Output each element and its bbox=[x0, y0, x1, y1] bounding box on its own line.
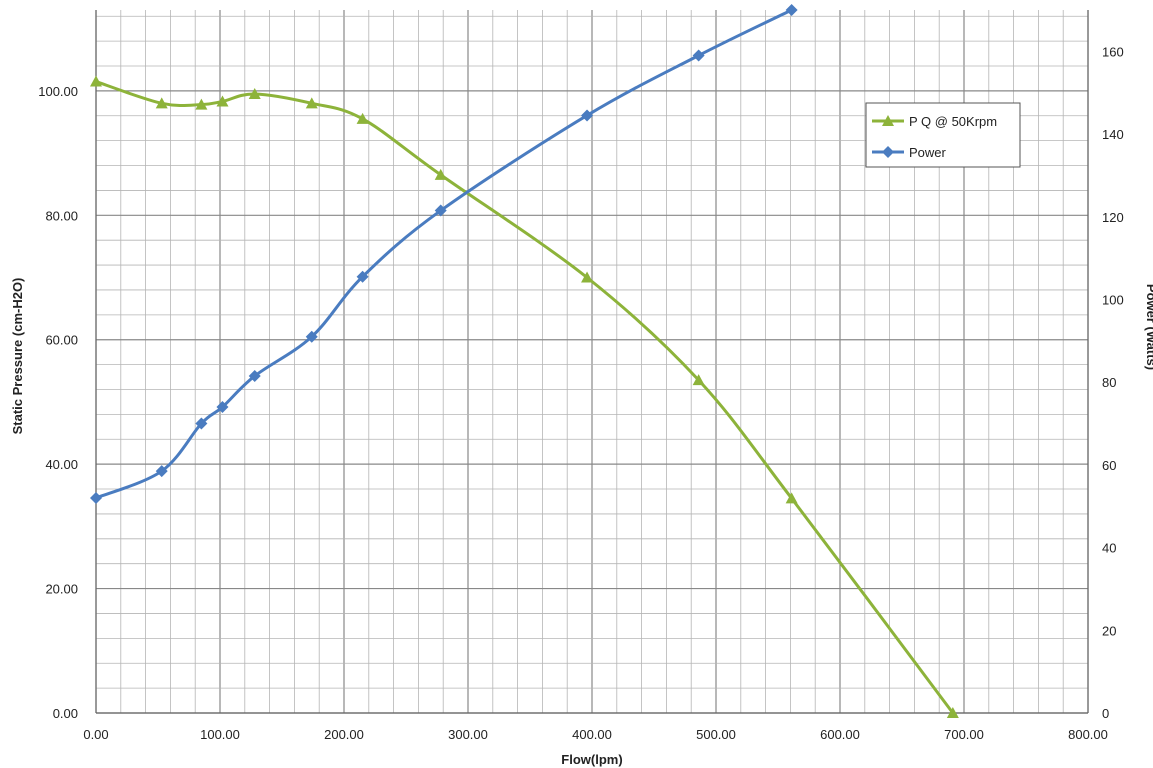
y2-tick-label: 0 bbox=[1102, 706, 1109, 721]
x-axis-title: Flow(lpm) bbox=[561, 752, 622, 767]
x-tick-label: 800.00 bbox=[1068, 727, 1108, 742]
x-tick-label: 0.00 bbox=[83, 727, 108, 742]
y2-tick-label: 140 bbox=[1102, 127, 1124, 142]
x-tick-label: 700.00 bbox=[944, 727, 984, 742]
y2-tick-label: 120 bbox=[1102, 210, 1124, 225]
legend-label-pq: P Q @ 50Krpm bbox=[909, 114, 997, 129]
y2-tick-label: 60 bbox=[1102, 458, 1116, 473]
data-point-pq bbox=[357, 113, 369, 124]
x-tick-label: 200.00 bbox=[324, 727, 364, 742]
y-tick-label: 60.00 bbox=[45, 333, 78, 348]
x-tick-label: 500.00 bbox=[696, 727, 736, 742]
y-tick-label: 80.00 bbox=[45, 208, 78, 223]
legend: P Q @ 50Krpm Power bbox=[866, 103, 1020, 167]
data-point-power bbox=[90, 492, 102, 504]
data-point-pq bbox=[90, 76, 102, 87]
x-tick-label: 100.00 bbox=[200, 727, 240, 742]
data-point-power bbox=[693, 49, 705, 61]
y-tick-label: 20.00 bbox=[45, 582, 78, 597]
y2-tick-label: 160 bbox=[1102, 44, 1124, 59]
y-tick-label: 40.00 bbox=[45, 457, 78, 472]
y2-tick-label: 80 bbox=[1102, 375, 1116, 390]
y2-tick-label: 40 bbox=[1102, 541, 1116, 556]
y2-tick-label: 20 bbox=[1102, 623, 1116, 638]
y-tick-label: 0.00 bbox=[53, 706, 78, 721]
legend-label-power: Power bbox=[909, 145, 947, 160]
y-tick-label: 100.00 bbox=[38, 84, 78, 99]
y-axis-title: Static Pressure (cm-H2O) bbox=[10, 278, 25, 435]
x-tick-label: 400.00 bbox=[572, 727, 612, 742]
x-tick-label: 600.00 bbox=[820, 727, 860, 742]
series-line-pq bbox=[96, 82, 953, 713]
data-point-power bbox=[786, 4, 798, 16]
y2-axis-title: Power (Watts) bbox=[1144, 284, 1153, 370]
y2-tick-label: 100 bbox=[1102, 292, 1124, 307]
x-tick-label: 300.00 bbox=[448, 727, 488, 742]
